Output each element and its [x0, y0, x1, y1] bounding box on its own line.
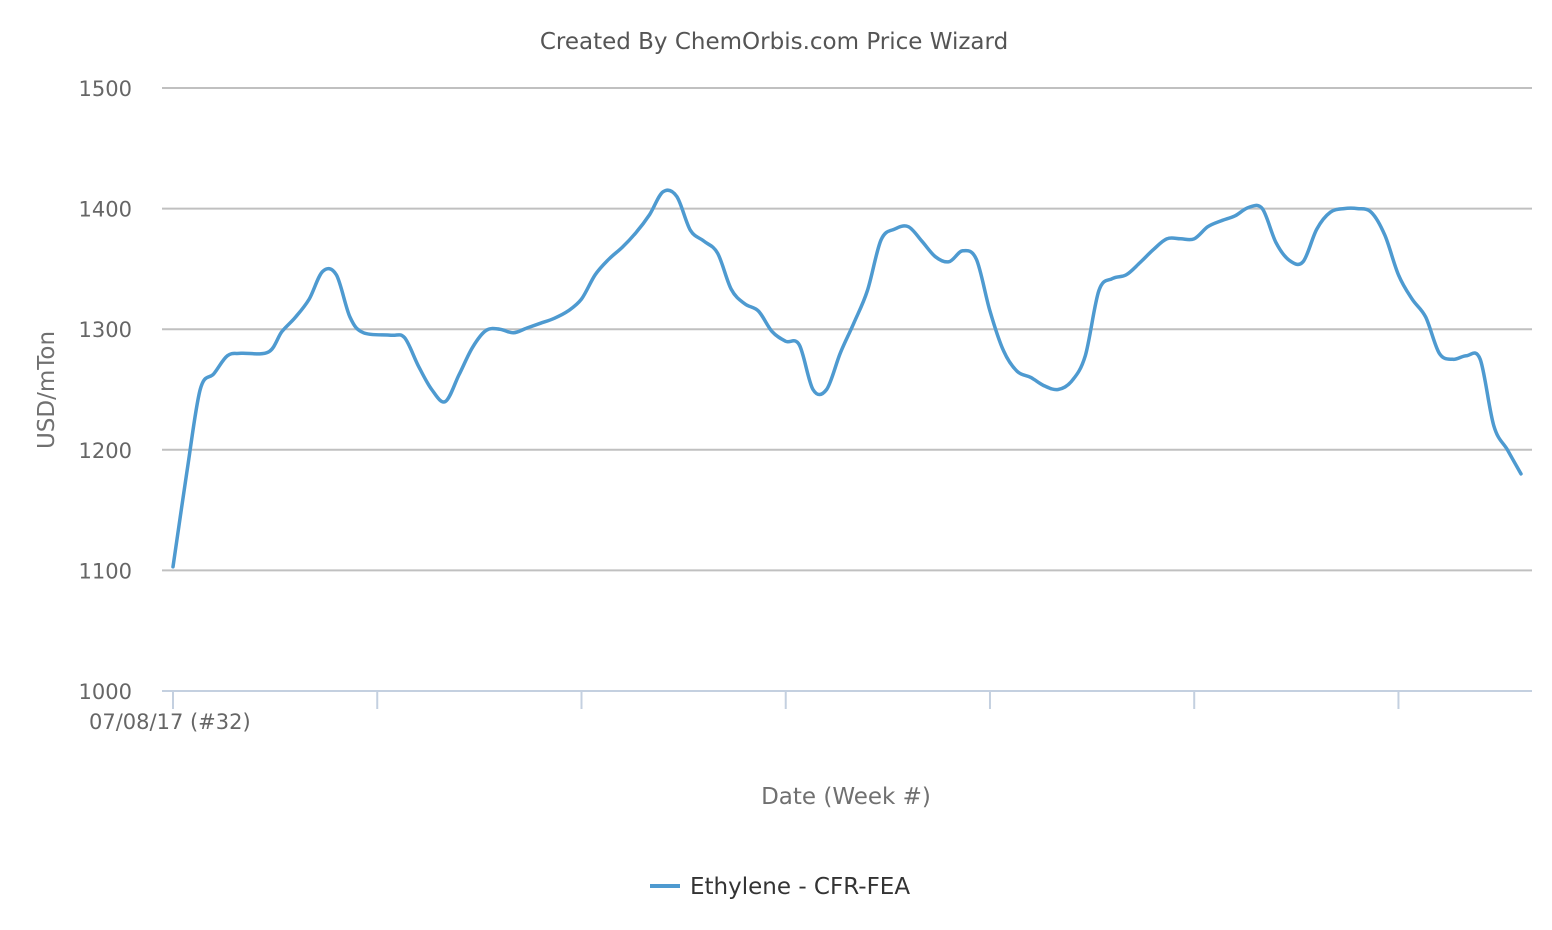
- y-tick-label: 1400: [79, 198, 132, 222]
- legend-label: Ethylene - CFR-FEA: [690, 874, 910, 900]
- legend[interactable]: Ethylene - CFR-FEA: [650, 874, 910, 900]
- x-tick-label: 07/08/17 (#32): [89, 710, 251, 734]
- x-axis-tick-labels: 07/08/17 (#32): [89, 710, 251, 734]
- y-axis-title: USD/mTon: [34, 331, 60, 449]
- y-tick-label: 1100: [79, 559, 132, 583]
- series-line-ethylene-cfr-fea[interactable]: [171, 188, 1523, 569]
- y-tick-label: 1000: [79, 680, 132, 704]
- chart-title: Created By ChemOrbis.com Price Wizard: [540, 29, 1008, 55]
- x-axis-ticks: [172, 691, 1400, 709]
- series-layer: [171, 188, 1523, 569]
- y-axis-tick-labels: 1500 1400 1300 1200 1100 1000: [79, 77, 132, 704]
- y-tick-label: 1500: [79, 77, 132, 101]
- y-tick-label: 1200: [79, 439, 132, 463]
- grid-lines: [162, 87, 1532, 572]
- y-tick-label: 1300: [79, 318, 132, 342]
- x-axis-title: Date (Week #): [761, 784, 931, 810]
